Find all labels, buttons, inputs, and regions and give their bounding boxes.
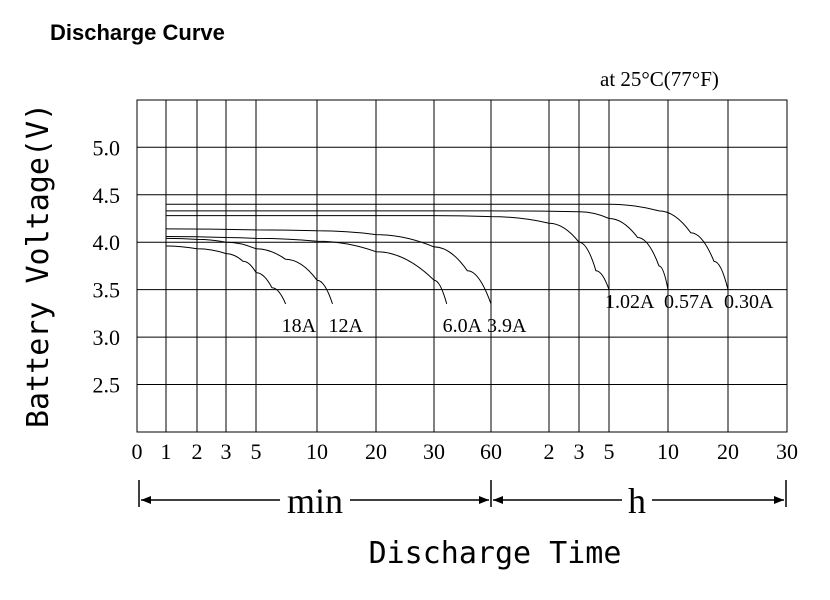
series-line-3.9A [165, 228, 492, 305]
x-tick-label: 60 [480, 439, 502, 464]
x-tick-label: 10 [306, 439, 328, 464]
x-tick-label: 5 [604, 439, 615, 464]
series-label-0.57A: 0.57A [664, 291, 714, 313]
arrowhead-icon [774, 496, 784, 504]
x-tick-label: 5 [251, 439, 262, 464]
chart-subtitle: at 25°C(77°F) [600, 67, 719, 91]
y-tick-label: 4.5 [93, 183, 121, 208]
x-tick-label: 30 [423, 439, 445, 464]
y-tick-label: 5.0 [93, 135, 121, 160]
series-label-12A: 12A [329, 315, 364, 337]
x-unit-h: h [628, 481, 646, 521]
x-tick-label: 2 [192, 439, 203, 464]
x-unit-min: min [287, 481, 343, 521]
x-tick-label: 20 [365, 439, 387, 464]
y-tick-label: 4.0 [93, 230, 121, 255]
x-tick-label: 20 [717, 439, 739, 464]
x-tick-label: 10 [657, 439, 679, 464]
x-tick-label: 30 [776, 439, 798, 464]
series-label-1.02A: 1.02A [605, 291, 655, 313]
x-tick-label: 2 [544, 439, 555, 464]
x-tick-label: 3 [574, 439, 585, 464]
y-axis-label: Battery Voltage(V) [21, 103, 56, 428]
plot-frame [136, 99, 788, 433]
series-label-3.9A: 3.9A [487, 315, 527, 337]
series-line-6.0A [165, 236, 448, 305]
arrowhead-icon [493, 496, 503, 504]
series-label-0.30A: 0.30A [724, 291, 774, 313]
chart-title: Discharge Curve [50, 20, 225, 45]
arrowhead-icon [141, 496, 151, 504]
y-tick-label: 3.0 [93, 325, 121, 350]
x-axis-label: Discharge Time [369, 536, 622, 571]
arrowhead-icon [479, 496, 489, 504]
series-line-0.57A [166, 210, 669, 290]
grid [136, 99, 788, 507]
series-line-18A [165, 245, 287, 305]
series-line-0.30A [166, 203, 729, 290]
series-label-18A: 18A [282, 315, 317, 337]
x-tick-label: 1 [161, 439, 172, 464]
y-tick-label: 3.5 [93, 278, 121, 303]
x-tick-label: 3 [221, 439, 232, 464]
series-line-12A [165, 237, 333, 305]
y-tick-label: 2.5 [93, 373, 121, 398]
series-label-6.0A: 6.0A [443, 315, 483, 337]
series-line-1.02A [166, 215, 610, 290]
curves [165, 203, 729, 305]
labels: 5.04.54.03.53.02.50 1 2 3 5 10 20 30 60 2 3 5 10 20 30… [93, 135, 799, 521]
x-tick-label: 0 [132, 439, 143, 464]
